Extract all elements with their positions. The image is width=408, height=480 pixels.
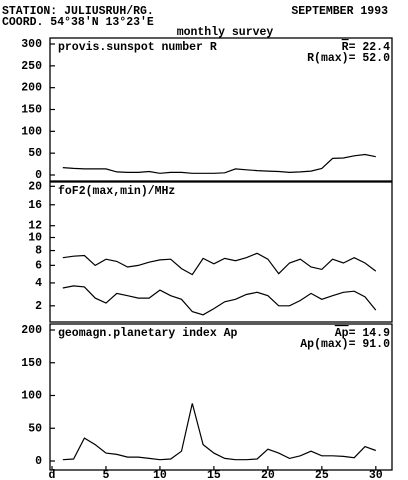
x-tick-label: 5: [103, 469, 110, 480]
stat-symbol: R(max): [307, 52, 348, 65]
stat: Ap= 14.9: [335, 327, 390, 340]
panel-title: provis.sunspot number R: [58, 41, 217, 54]
y-tick-label: 6: [35, 259, 42, 272]
series-line: [62, 252, 377, 276]
stat-value: = 14.9: [349, 327, 391, 340]
stat: R= 22.4: [342, 41, 390, 54]
y-tick-label: 12: [28, 220, 42, 233]
y-tick-label: 250: [21, 60, 42, 73]
y-tick-label: 16: [28, 199, 42, 212]
y-tick-label: 0: [35, 455, 42, 468]
x-tick-label: 15: [207, 469, 221, 480]
stat-value: = 52.0: [349, 52, 391, 65]
y-tick-label: 200: [21, 82, 42, 95]
y-tick-label: 20: [28, 180, 42, 193]
y-tick-label: 100: [21, 390, 42, 403]
stat-value: = 91.0: [349, 338, 391, 351]
y-tick-label: 300: [21, 38, 42, 51]
coords: COORD. 54°38'N 13°23'E: [2, 16, 154, 29]
stat-symbol: R: [342, 41, 349, 54]
y-tick-label: 0: [35, 169, 42, 182]
panel-title: geomagn.planetary index Ap: [58, 327, 238, 340]
series-line: [62, 285, 377, 316]
y-tick-label: 50: [28, 147, 42, 160]
y-tick-label: 200: [21, 324, 42, 337]
panel-title: foF2(max,min)/MHz: [58, 185, 175, 198]
x-tick-label: 30: [369, 469, 383, 480]
stat-symbol: Ap(max): [300, 338, 348, 351]
panel-frame: [49, 181, 393, 323]
y-tick-label: 150: [21, 104, 42, 117]
y-tick-label: 10: [28, 232, 42, 245]
series-line: [62, 153, 376, 174]
panel-frame: [49, 323, 393, 471]
stat-value: = 22.4: [349, 41, 391, 54]
stat: Ap(max)= 91.0: [300, 338, 390, 351]
stat-symbol: Ap: [335, 327, 349, 340]
x-tick-label: d: [49, 469, 56, 480]
y-tick-label: 2: [35, 300, 42, 313]
station: STATION: JULIUSRUH/RG.: [2, 5, 154, 18]
y-tick-label: 8: [35, 245, 42, 258]
y-tick-label: 150: [21, 357, 42, 370]
x-tick-label: 10: [153, 469, 167, 480]
stat: R(max)= 52.0: [307, 52, 390, 65]
series-line: [62, 403, 377, 461]
y-tick-label: 100: [21, 125, 42, 138]
x-tick-label: 20: [261, 469, 275, 480]
x-tick-label: 25: [315, 469, 329, 480]
date: SEPTEMBER 1993: [291, 5, 388, 18]
y-tick-label: 4: [35, 277, 42, 290]
subtitle: monthly survey: [177, 26, 274, 39]
y-tick-label: 50: [28, 422, 42, 435]
